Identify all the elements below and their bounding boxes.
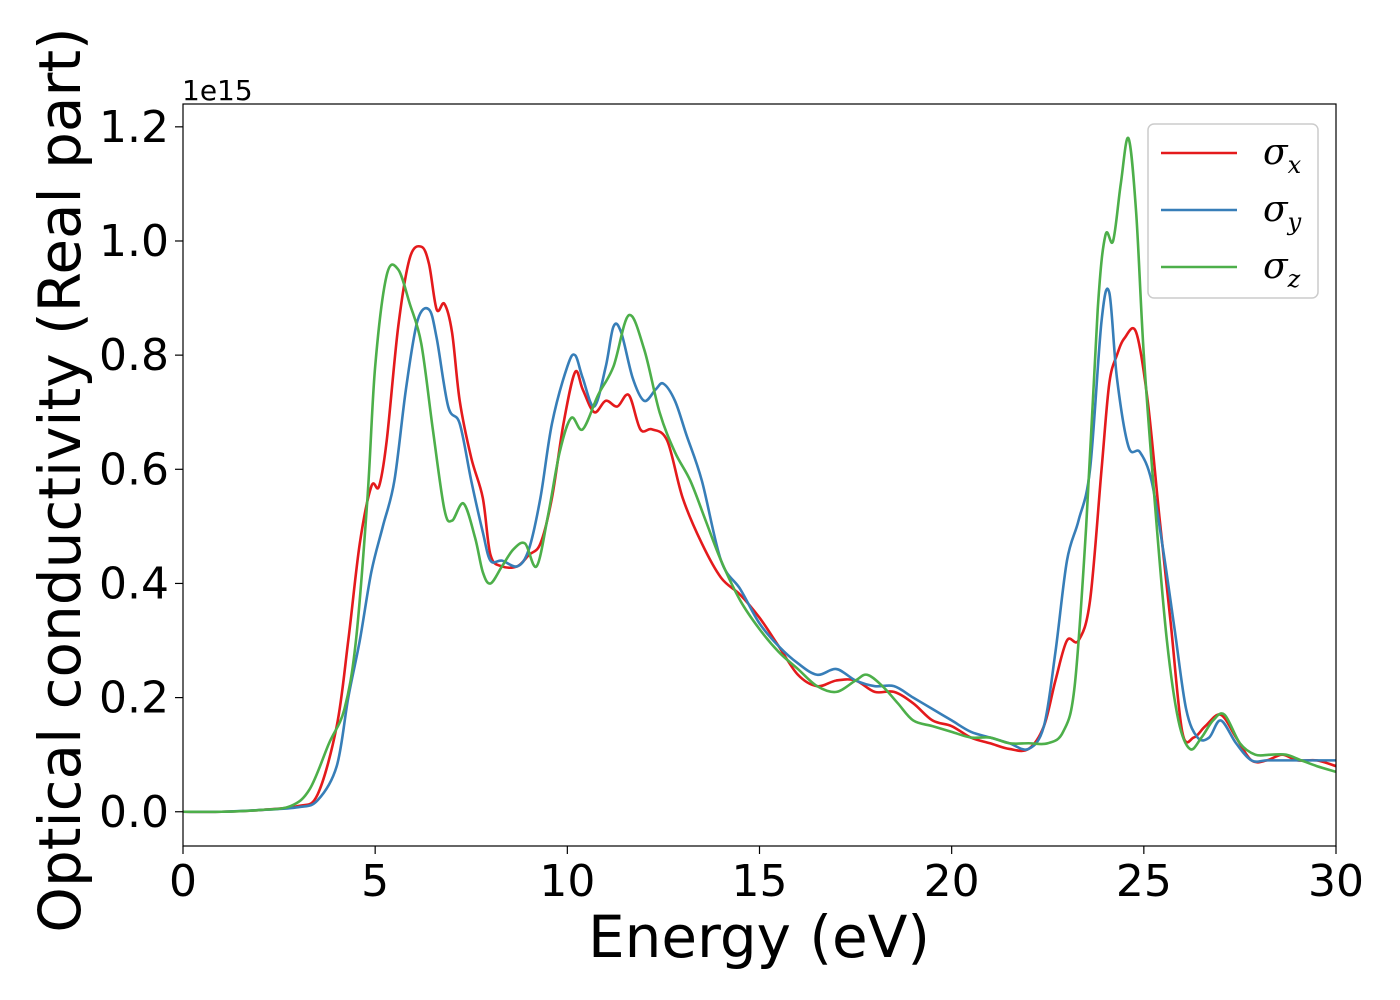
y-axis-title: Optical conductivity (Real part): [26, 27, 94, 932]
x-axis: 0 5 10 15 20 25 30: [169, 846, 1364, 907]
series-layer: [183, 136, 1336, 814]
x-tick-label: 20: [924, 856, 980, 907]
y-tick-label: 1.0: [99, 216, 169, 267]
x-tick-label: 25: [1116, 856, 1172, 907]
x-axis-title: Energy (eV): [588, 903, 930, 971]
y-tick-label: 0.8: [99, 330, 169, 381]
x-tick-label: 5: [361, 856, 389, 907]
y-tick-label: 0.0: [99, 787, 169, 838]
y-tick-label: 0.2: [99, 673, 169, 724]
x-tick-label: 0: [169, 856, 197, 907]
series-line-y: [183, 287, 1336, 814]
x-tick-label: 30: [1308, 856, 1364, 907]
series-line-z: [183, 136, 1336, 814]
y-offset-label: 1e15: [182, 74, 253, 107]
y-tick-label: 0.6: [99, 444, 169, 495]
y-tick-label: 0.4: [99, 558, 169, 609]
x-tick-label: 10: [539, 856, 595, 907]
y-tick-label: 1.2: [99, 102, 169, 153]
x-tick-label: 15: [732, 856, 788, 907]
y-axis: 0.0 0.2 0.4 0.6 0.8 1.0 1.2: [99, 102, 183, 838]
